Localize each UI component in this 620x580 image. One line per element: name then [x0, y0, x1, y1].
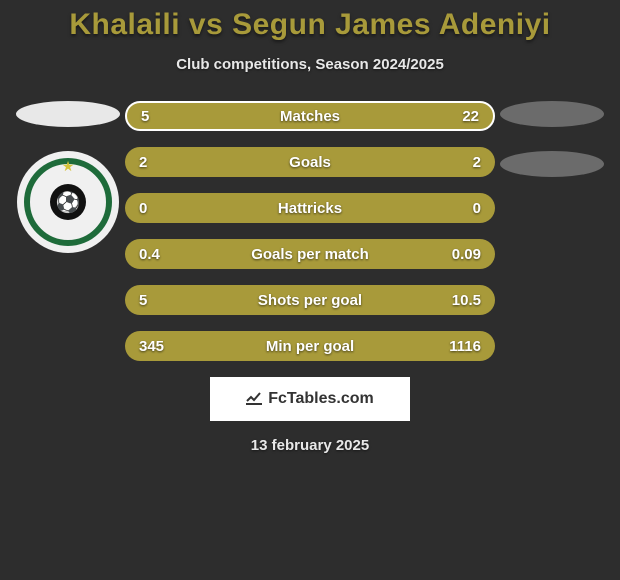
stat-row-min-per-goal: 345 Min per goal 1116 — [125, 331, 495, 361]
stat-right-value: 2 — [473, 154, 481, 171]
watermark-badge: FcTables.com — [210, 377, 410, 421]
left-oval-placeholder — [16, 101, 120, 127]
soccer-ball-icon: ⚽ — [50, 184, 86, 220]
stat-row-goals-per-match: 0.4 Goals per match 0.09 — [125, 239, 495, 269]
right-oval-placeholder-1 — [500, 101, 604, 127]
stat-label: Min per goal — [125, 338, 495, 355]
stat-label: Goals — [125, 154, 495, 171]
stat-right-value: 0.09 — [452, 246, 481, 263]
stat-right-value: 22 — [462, 108, 479, 125]
club-logo-ring: ★ ⚽ — [24, 158, 112, 246]
stats-area: ★ ⚽ 5 Matches 22 2 Goals 2 0 Hattricks — [0, 101, 620, 454]
stat-row-hattricks: 0 Hattricks 0 — [125, 193, 495, 223]
comparison-card: Khalaili vs Segun James Adeniyi Club com… — [0, 0, 620, 580]
stat-label: Shots per goal — [125, 292, 495, 309]
date-line: 13 february 2025 — [0, 437, 620, 454]
right-player-badges — [492, 101, 612, 201]
stat-row-shots-per-goal: 5 Shots per goal 10.5 — [125, 285, 495, 315]
right-oval-placeholder-2 — [500, 151, 604, 177]
stat-label: Goals per match — [125, 246, 495, 263]
left-player-badges: ★ ⚽ — [8, 101, 128, 253]
star-icon: ★ — [62, 158, 75, 175]
chart-icon — [246, 391, 262, 408]
club-logo-left: ★ ⚽ — [17, 151, 119, 253]
stat-label: Matches — [127, 108, 493, 125]
stat-right-value: 0 — [473, 200, 481, 217]
stat-right-value: 10.5 — [452, 292, 481, 309]
page-title: Khalaili vs Segun James Adeniyi — [0, 0, 620, 42]
stat-row-matches: 5 Matches 22 — [125, 101, 495, 131]
watermark-text: FcTables.com — [268, 390, 374, 408]
stat-bars: 5 Matches 22 2 Goals 2 0 Hattricks 0 0.4… — [125, 101, 495, 361]
stat-right-value: 1116 — [449, 338, 481, 355]
stat-label: Hattricks — [125, 200, 495, 217]
stat-row-goals: 2 Goals 2 — [125, 147, 495, 177]
page-subtitle: Club competitions, Season 2024/2025 — [0, 56, 620, 73]
